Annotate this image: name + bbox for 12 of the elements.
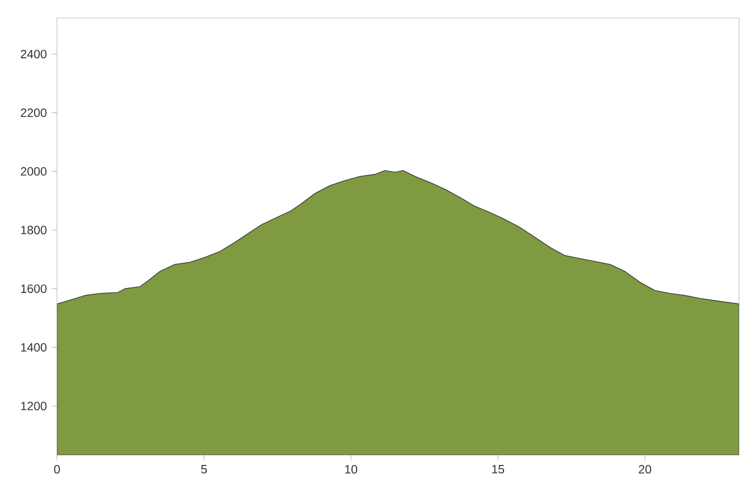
x-tick-label: 10 [345,465,358,474]
x-tick-label: 0 [54,465,60,474]
y-tick-label: 1400 [21,343,46,352]
y-tick-label: 1600 [21,284,46,293]
y-tick-label: 1200 [21,402,46,410]
y-tick-label: 2400 [20,50,46,58]
y-tick-label: 2200 [20,108,46,117]
x-tick-label: 15 [492,465,504,474]
y-tick-label: 2000 [20,167,46,176]
x-tick-label: 20 [638,465,652,474]
x-tick-label: 5 [201,465,207,474]
y-tick-label: 1800 [21,226,46,234]
